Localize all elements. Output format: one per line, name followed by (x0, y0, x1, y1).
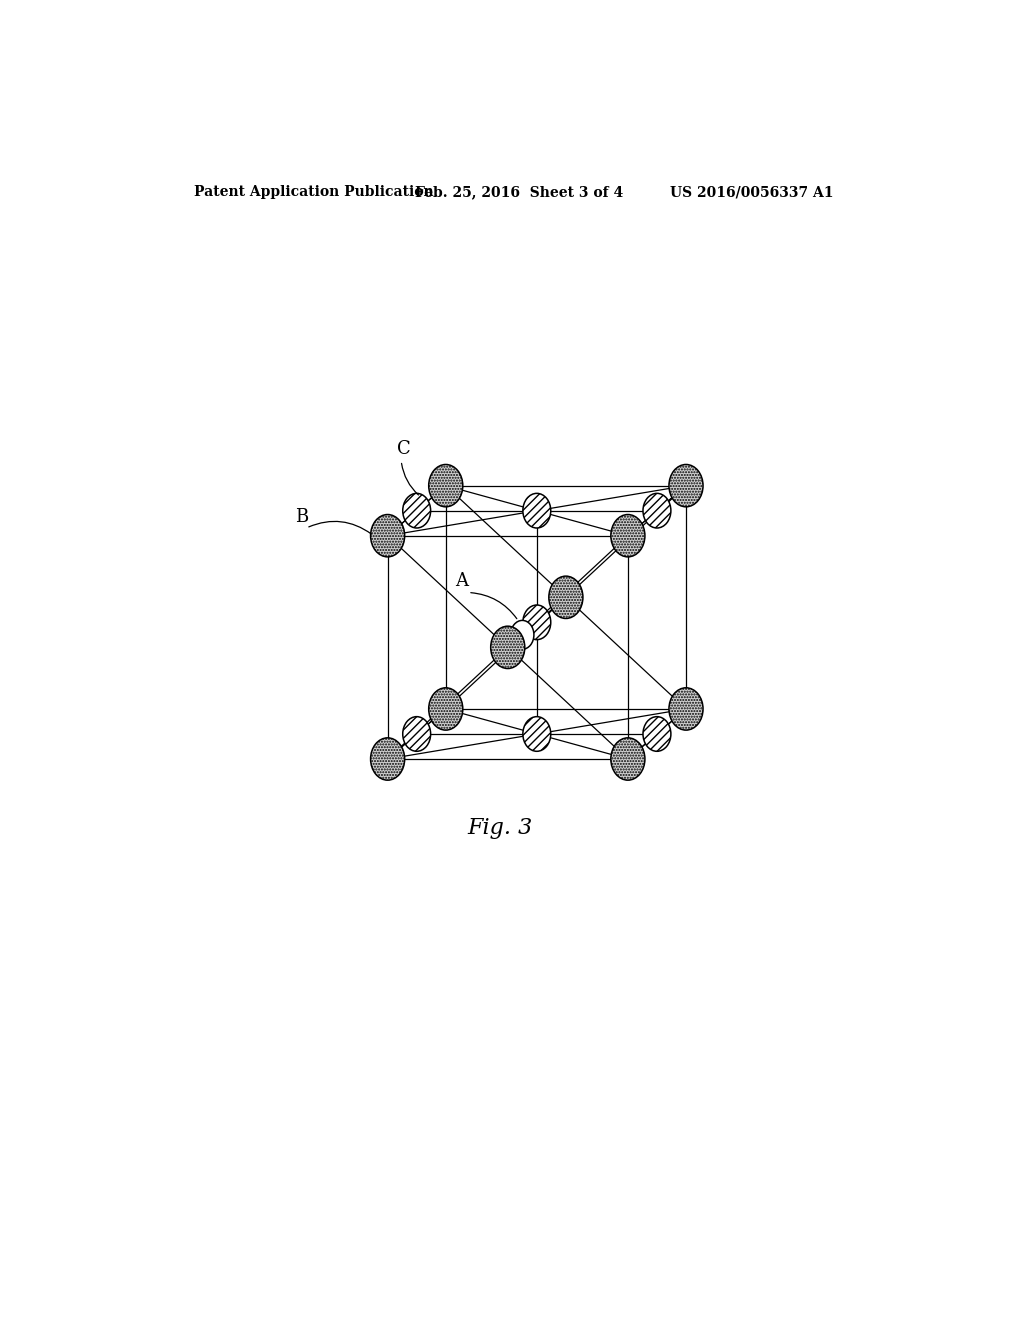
Text: Feb. 25, 2016  Sheet 3 of 4: Feb. 25, 2016 Sheet 3 of 4 (415, 185, 623, 199)
Text: A: A (455, 573, 468, 590)
Ellipse shape (669, 465, 703, 507)
Ellipse shape (490, 626, 524, 668)
Ellipse shape (402, 494, 431, 528)
Ellipse shape (669, 688, 703, 730)
Ellipse shape (523, 717, 551, 751)
Ellipse shape (429, 465, 463, 507)
Ellipse shape (523, 605, 551, 640)
Ellipse shape (643, 717, 671, 751)
Ellipse shape (429, 688, 463, 730)
Text: US 2016/0056337 A1: US 2016/0056337 A1 (671, 185, 834, 199)
Ellipse shape (643, 494, 671, 528)
Text: B: B (295, 508, 308, 525)
Ellipse shape (611, 515, 645, 557)
Text: Fig. 3: Fig. 3 (467, 817, 532, 840)
Ellipse shape (523, 494, 551, 528)
Ellipse shape (371, 738, 404, 780)
Text: C: C (397, 441, 411, 458)
Ellipse shape (611, 738, 645, 780)
Ellipse shape (402, 717, 431, 751)
Text: Patent Application Publication: Patent Application Publication (194, 185, 433, 199)
Ellipse shape (549, 576, 583, 619)
Ellipse shape (371, 515, 404, 557)
Ellipse shape (511, 620, 534, 649)
